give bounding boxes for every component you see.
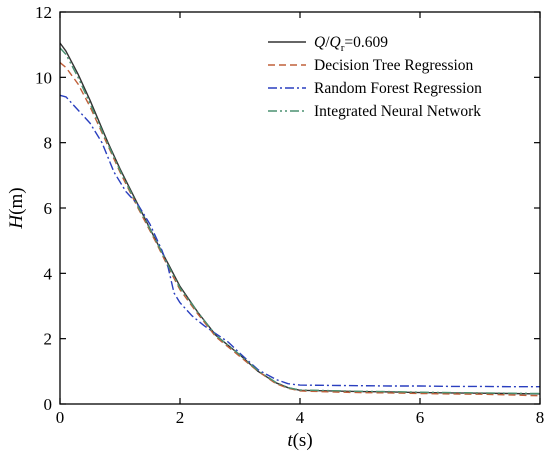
legend: Q/Qr=0.609 Decision Tree Regression Random… bbox=[268, 34, 482, 120]
x-tick-label: 2 bbox=[176, 408, 185, 427]
legend-entry: Q/Qr=0.609 bbox=[314, 34, 388, 54]
y-axis-label: H(m) bbox=[6, 187, 27, 229]
ticks-layer: 0 2 4 6 8 0 2 4 6 8 10 12 bbox=[35, 3, 544, 427]
y-tick-label: 8 bbox=[44, 134, 53, 153]
x-tick-label: 0 bbox=[56, 408, 65, 427]
series-line-4 bbox=[59, 47, 541, 395]
series-layer bbox=[59, 42, 541, 397]
legend-entry: Random Forest Regression bbox=[314, 80, 482, 97]
y-tick-label: 2 bbox=[44, 330, 53, 349]
x-axis-label: t(s) bbox=[287, 430, 312, 451]
x-tick-label: 4 bbox=[296, 408, 305, 427]
legend-entry: Integrated Neural Network bbox=[314, 103, 481, 120]
y-tick-label: 10 bbox=[35, 68, 52, 87]
y-tick-label: 6 bbox=[44, 199, 53, 218]
y-tick-label: 4 bbox=[44, 264, 53, 283]
series-line-3 bbox=[59, 94, 540, 388]
x-tick-label: 8 bbox=[536, 408, 545, 427]
x-tick-label: 6 bbox=[416, 408, 425, 427]
y-tick-label: 0 bbox=[44, 395, 53, 414]
y-tick-label: 12 bbox=[35, 3, 52, 22]
legend-entry: Decision Tree Regression bbox=[314, 57, 474, 74]
